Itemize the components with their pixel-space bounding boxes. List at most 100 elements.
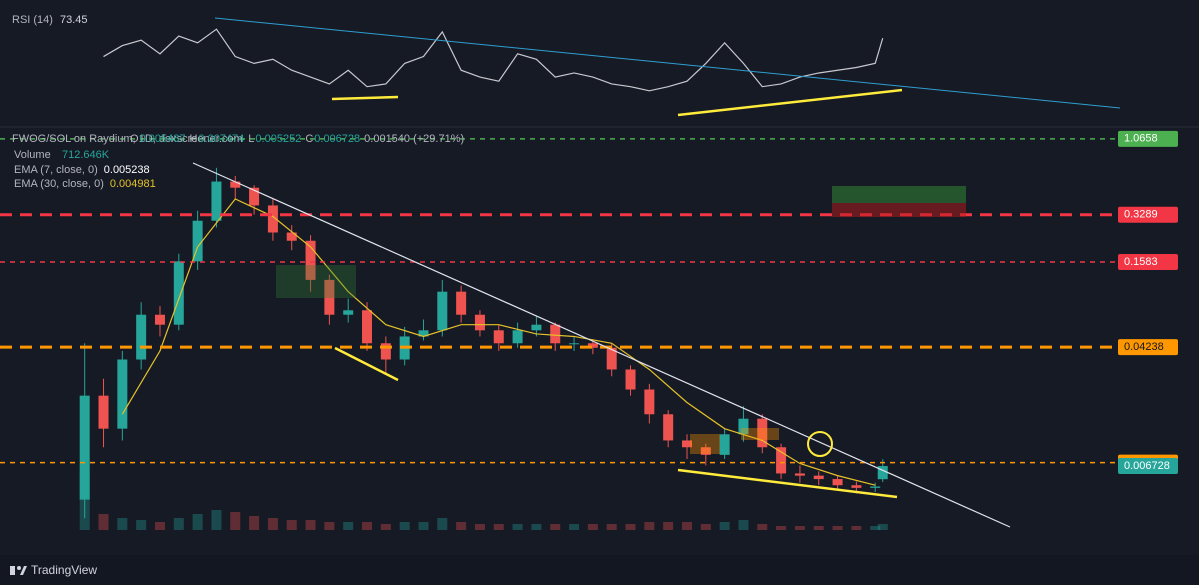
drawings: [0, 17, 1199, 528]
rsi-support: [331, 95, 399, 101]
price-label: 0.04238: [1124, 341, 1164, 353]
volume-bar: [362, 522, 373, 530]
price-label-box: [1118, 339, 1178, 356]
logo-part: [10, 566, 15, 575]
price-label-box: [1118, 206, 1178, 223]
candle-body: [343, 310, 354, 315]
price-support: [677, 468, 898, 499]
volume-bar: [738, 520, 749, 530]
candle-body: [569, 343, 580, 345]
ohlc-legend: L: [248, 133, 254, 145]
legend: RSI (14) 73.45 FWOG/SOL on Raydium, 1D, …: [12, 14, 464, 190]
volume-legend: Volume: [14, 149, 51, 161]
candle-body: [512, 330, 523, 344]
ohlc-legend: 0.001540 (+29.71%): [364, 133, 464, 145]
candle-body: [531, 324, 542, 331]
volume-bar: [663, 522, 674, 530]
volume-bar: [98, 514, 109, 530]
volume-bar: [512, 524, 523, 530]
candle-body: [644, 389, 655, 415]
candle-body: [663, 414, 674, 441]
candle-body: [794, 473, 805, 476]
volume-bar: [700, 524, 711, 530]
volume-bar: [380, 524, 391, 530]
candle-body: [757, 418, 768, 448]
volume-bar: [343, 522, 354, 530]
ema-value: 0.005238: [104, 164, 150, 176]
price-label: 0.3289: [1124, 209, 1158, 221]
volume-bar: [154, 522, 165, 530]
volume-bar: [286, 520, 297, 530]
ohlc-legend: H: [189, 133, 197, 145]
target-zone: [832, 186, 966, 203]
volume-bar: [757, 524, 768, 530]
volume-bar: [418, 522, 429, 530]
volume-bar: [305, 520, 316, 530]
volume-bar: [719, 522, 730, 530]
rsi-legend-value: 73.45: [60, 14, 88, 26]
candle-body: [776, 447, 787, 474]
ohlc-legend: 0.007474: [198, 133, 244, 145]
volume-bar: [474, 524, 485, 530]
ohlc-legend: 0.006728: [314, 133, 360, 145]
axes: 1.06580.32890.15830.042380.0070940.00672…: [1118, 130, 1178, 475]
price-label: 1.0658: [1124, 133, 1158, 145]
price-label-box: [1118, 130, 1178, 147]
candle-body: [719, 434, 730, 455]
volume-bar: [776, 526, 787, 530]
candle-body: [870, 486, 881, 488]
candle-body: [211, 181, 222, 221]
candle-body: [587, 343, 598, 348]
zone: [690, 434, 720, 454]
ema-value: 0.004981: [110, 178, 156, 190]
rsi-support: [677, 88, 903, 117]
stop-zone: [832, 203, 966, 217]
volume-bar: [870, 526, 881, 530]
rsi-line: [103, 28, 884, 92]
candle-body: [230, 181, 241, 188]
candle-body: [117, 359, 128, 429]
candle-body: [700, 447, 711, 455]
candle-body: [324, 279, 335, 315]
candle-body: [173, 261, 184, 325]
volume-bar: [625, 524, 636, 530]
zone: [741, 428, 779, 440]
candle-body: [832, 479, 843, 486]
candle-body: [286, 232, 297, 241]
candle-body: [877, 466, 888, 480]
ohlc-legend: 0.005252: [255, 133, 301, 145]
volume-bar: [606, 524, 617, 530]
volume-bar: [644, 522, 655, 530]
volume-bar: [267, 518, 278, 530]
price-title: FWOG/SOL on Raydium, 1D, dexscreener.com: [12, 133, 243, 145]
volume-bar: [456, 522, 467, 530]
ema-line: [121, 198, 876, 486]
ohlc-legend: O: [130, 133, 139, 145]
volume-bar: [794, 526, 805, 530]
candle-body: [192, 220, 203, 262]
candle-body: [474, 314, 485, 331]
rsi-legend-name: RSI (14): [12, 14, 53, 26]
volume-bar: [587, 524, 598, 530]
candle-body: [681, 440, 692, 448]
candle-body: [79, 395, 90, 500]
volume-bar: [832, 526, 843, 530]
candle-body: [249, 187, 260, 206]
price-label-box: [1118, 254, 1178, 271]
ohlc-legend: C: [305, 133, 313, 145]
candle-body: [98, 395, 109, 429]
candle-body: [380, 343, 391, 360]
price-label-box: [1118, 458, 1178, 475]
candle-body: [267, 205, 278, 233]
footer-bar: [0, 555, 1199, 585]
volume-bar: [437, 518, 448, 530]
candle-body: [625, 369, 636, 390]
candle-body: [851, 485, 862, 488]
price-trendline: [192, 162, 1011, 528]
volume-bar: [249, 516, 260, 530]
brand[interactable]: TradingView: [31, 563, 97, 577]
zone: [276, 265, 356, 298]
volume-bar: [813, 526, 824, 530]
